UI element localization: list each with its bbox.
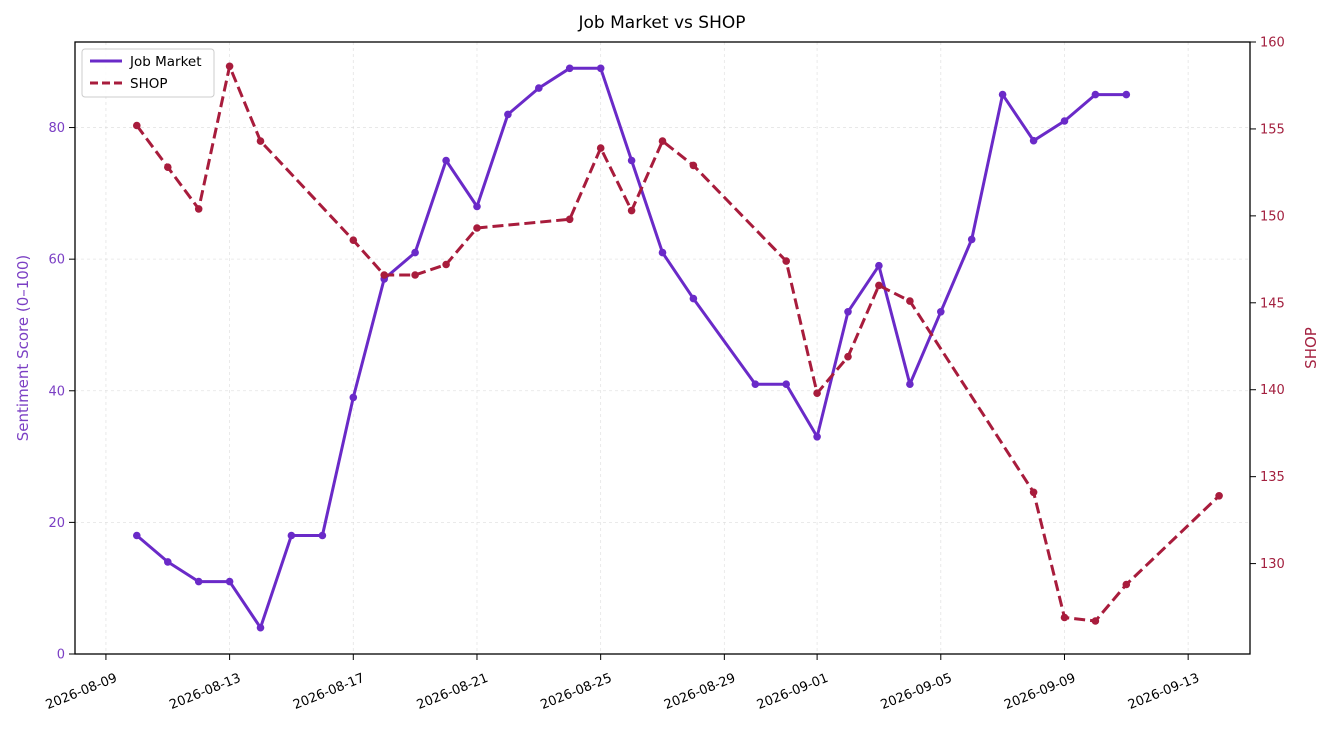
y-right-axis-title: SHOP	[1302, 327, 1320, 369]
job-market-point	[596, 64, 605, 73]
job-market-point	[1029, 136, 1038, 145]
shop-point	[1215, 492, 1223, 500]
y-right-tick-label: 145	[1260, 296, 1285, 311]
y-right-tick-label: 135	[1260, 470, 1285, 485]
y-left-tick-label: 40	[48, 384, 65, 399]
shop-point	[256, 137, 265, 145]
job-market-point	[1091, 90, 1100, 99]
job-market-point	[225, 577, 234, 586]
job-market-point	[967, 235, 976, 244]
shop-point	[473, 224, 481, 232]
job-market-point	[473, 202, 481, 211]
shop-point	[689, 161, 698, 170]
job-market-series-line	[135, 66, 1127, 630]
job-market-point	[287, 531, 296, 540]
shop-point	[844, 352, 852, 361]
shop-point	[1122, 580, 1131, 589]
series-layer	[133, 62, 1223, 632]
legend-label-shop: SHOP	[130, 76, 168, 92]
shop-point	[906, 297, 914, 305]
job-market-point	[998, 90, 1007, 99]
job-market-point	[658, 248, 667, 257]
shop-point	[627, 206, 636, 215]
job-market-point	[1122, 90, 1131, 99]
y-right-tick-label: 140	[1260, 383, 1285, 398]
job-market-point	[133, 531, 141, 540]
legend: Job Market SHOP	[81, 48, 215, 98]
y-left-tick-label: 0	[57, 648, 65, 663]
job-market-point	[875, 261, 883, 270]
shop-point	[225, 62, 234, 71]
y-left-tick-label: 20	[48, 516, 65, 531]
shop-point	[596, 144, 605, 152]
shop-point	[349, 236, 358, 244]
job-market-point	[411, 248, 419, 257]
job-market-point	[937, 308, 945, 316]
job-market-point	[844, 308, 852, 316]
job-market-point	[318, 531, 327, 540]
shop-point	[1060, 613, 1069, 622]
job-market-point	[349, 393, 358, 402]
job-market-point	[194, 577, 203, 586]
job-market-point	[906, 380, 914, 389]
shop-point	[875, 281, 883, 290]
job-market-point	[627, 156, 636, 165]
shop-point	[164, 163, 172, 171]
y-right-tick-label: 155	[1260, 122, 1285, 137]
y-right-tick-label: 150	[1260, 209, 1285, 224]
job-market-point	[1060, 117, 1069, 125]
plot-frame	[74, 41, 1251, 655]
shop-point	[565, 215, 574, 224]
job-market-point	[782, 380, 790, 389]
shop-point	[1091, 617, 1100, 625]
shop-point	[194, 205, 203, 213]
job-market-point	[813, 433, 821, 441]
shop-point	[782, 257, 790, 265]
shop-point	[813, 389, 821, 398]
shop-point	[411, 271, 419, 279]
y-left-tick-label: 80	[48, 121, 65, 136]
shop-point	[658, 137, 667, 145]
shop-point	[1029, 488, 1038, 497]
job-market-point	[535, 84, 543, 92]
y-left-tick-label: 60	[48, 253, 65, 268]
job-market-point	[442, 156, 450, 165]
y-right-tick-label: 130	[1260, 557, 1285, 572]
y-left-axis-title: Sentiment Score (0–100)	[14, 255, 32, 441]
job-market-point	[751, 380, 760, 389]
shop-point	[133, 121, 141, 130]
job-market-point	[689, 294, 698, 303]
y-right-tick-label: 160	[1260, 36, 1285, 51]
job-market-point	[256, 623, 265, 632]
job-market-point	[504, 110, 512, 119]
job-market-point	[565, 64, 574, 73]
chart-title: Job Market vs SHOP	[578, 13, 746, 33]
shop-point	[380, 271, 389, 279]
shop-point	[442, 260, 450, 269]
job-market-point	[164, 558, 172, 566]
legend-label-job-market: Job Market	[129, 54, 202, 70]
